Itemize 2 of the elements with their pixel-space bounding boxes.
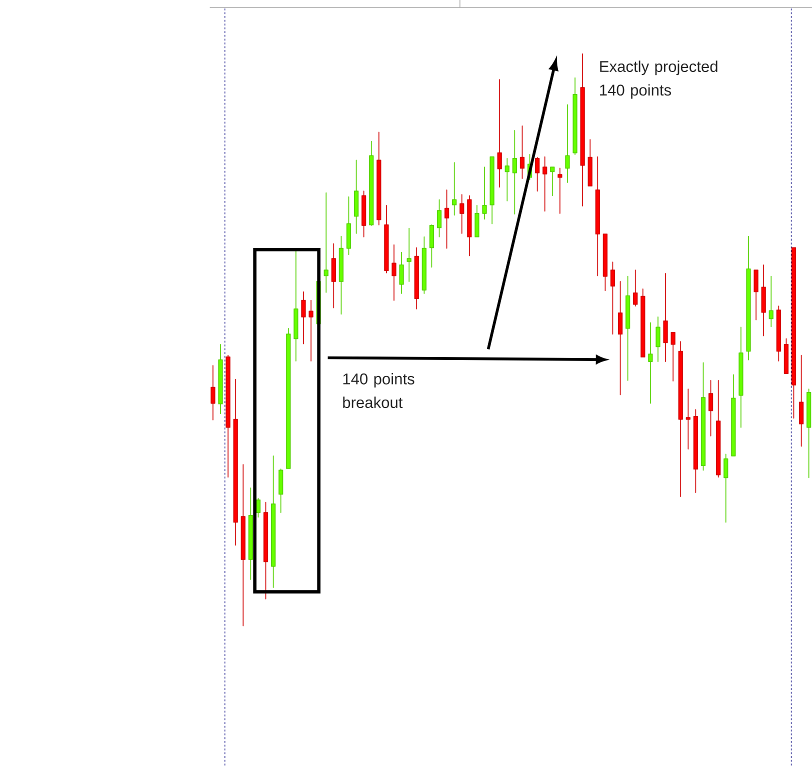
- annotation: 140 points breakout: [343, 372, 414, 408]
- annotation: Exactly projected 140 points: [600, 60, 718, 98]
